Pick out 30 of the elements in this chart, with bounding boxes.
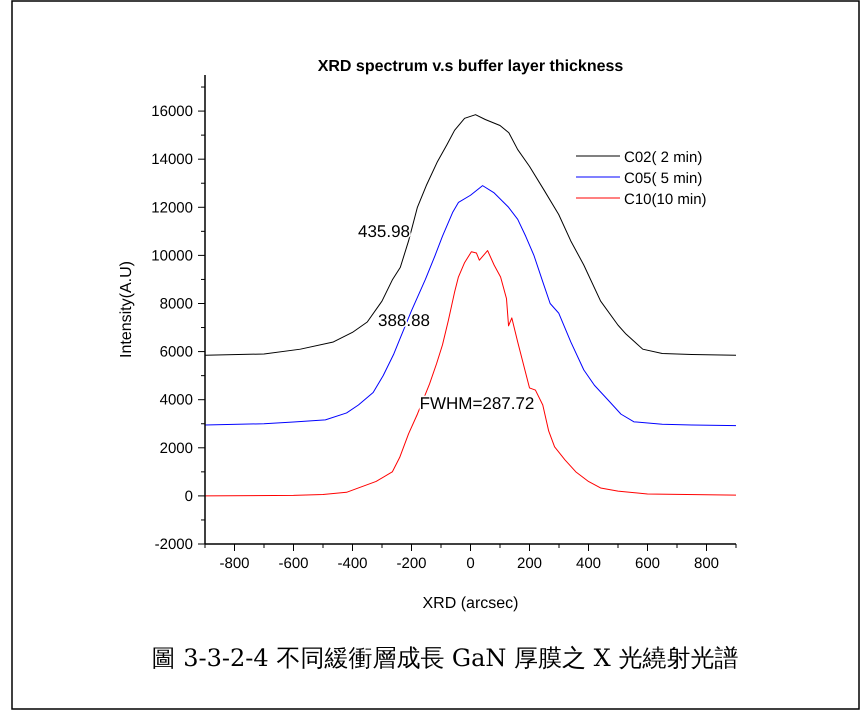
y-tick-label: 12000	[151, 199, 193, 216]
x-axis-title: XRD (arcsec)	[422, 595, 519, 612]
y-tick-label: 16000	[151, 103, 193, 120]
x-tick-label: -400	[337, 555, 368, 572]
y-tick-label: 10000	[151, 247, 193, 264]
y-tick-label: 2000	[160, 440, 193, 457]
annotation: 435.98	[358, 222, 410, 241]
annotation: FWHM=287.72	[420, 394, 534, 413]
y-tick-label: 4000	[160, 392, 193, 409]
x-tick-label: 400	[576, 555, 602, 572]
legend-label: C10(10 min)	[624, 191, 707, 208]
x-tick-label: 600	[634, 555, 660, 572]
chart-title: XRD spectrum v.s buffer layer thickness	[318, 58, 624, 75]
x-tick-label: 200	[516, 555, 542, 572]
legend-label: C02( 2 min)	[624, 149, 702, 166]
y-tick-label: 6000	[160, 344, 193, 361]
y-tick-label: 14000	[151, 151, 193, 168]
x-tick-label: -200	[396, 555, 427, 572]
x-tick-label: 0	[466, 555, 475, 572]
caption: 圖 3-3-2-4 不同緩衝層成長 GaN 厚膜之 X 光繞射光譜	[152, 644, 738, 672]
x-tick-label: -800	[219, 555, 250, 572]
line-series	[204, 185, 736, 426]
y-tick-label: -2000	[154, 536, 193, 553]
y-tick-label: 0	[184, 488, 193, 505]
line-series	[204, 250, 736, 496]
x-tick-label: 800	[694, 555, 720, 572]
legend-label: C05( 5 min)	[624, 170, 702, 187]
x-tick-label: -600	[278, 555, 309, 572]
y-tick-label: 8000	[160, 295, 193, 312]
y-axis-title: Intensity(A.U)	[118, 261, 135, 358]
